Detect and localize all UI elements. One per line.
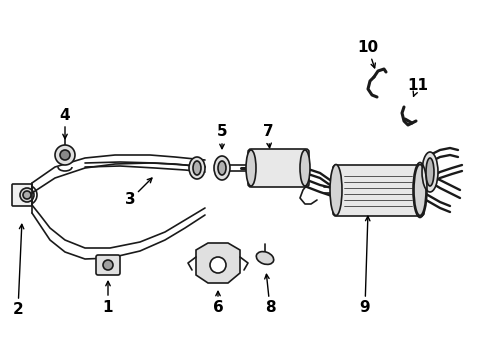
Text: 10: 10	[357, 40, 379, 55]
Ellipse shape	[256, 252, 274, 265]
Text: 1: 1	[103, 300, 113, 315]
Polygon shape	[196, 243, 240, 283]
Ellipse shape	[414, 165, 426, 216]
Ellipse shape	[246, 150, 256, 186]
Text: 2: 2	[13, 302, 24, 318]
FancyBboxPatch shape	[12, 184, 32, 206]
Circle shape	[210, 257, 226, 273]
Circle shape	[20, 188, 34, 202]
FancyBboxPatch shape	[96, 255, 120, 275]
FancyBboxPatch shape	[248, 149, 309, 187]
Text: 8: 8	[265, 301, 275, 315]
Ellipse shape	[189, 157, 205, 179]
FancyBboxPatch shape	[333, 165, 424, 216]
Text: 3: 3	[124, 193, 135, 207]
Ellipse shape	[218, 161, 226, 175]
Circle shape	[23, 191, 31, 199]
Ellipse shape	[214, 156, 230, 180]
Text: 11: 11	[408, 77, 428, 93]
Text: 7: 7	[263, 125, 273, 139]
Ellipse shape	[193, 161, 201, 175]
Circle shape	[103, 260, 113, 270]
Text: 5: 5	[217, 125, 227, 139]
Ellipse shape	[426, 158, 434, 186]
Circle shape	[55, 145, 75, 165]
Ellipse shape	[300, 150, 310, 186]
Text: 9: 9	[360, 301, 370, 315]
Ellipse shape	[422, 152, 438, 192]
Ellipse shape	[330, 165, 342, 216]
Text: 6: 6	[213, 301, 223, 315]
Circle shape	[60, 150, 70, 160]
Text: 4: 4	[60, 108, 70, 122]
